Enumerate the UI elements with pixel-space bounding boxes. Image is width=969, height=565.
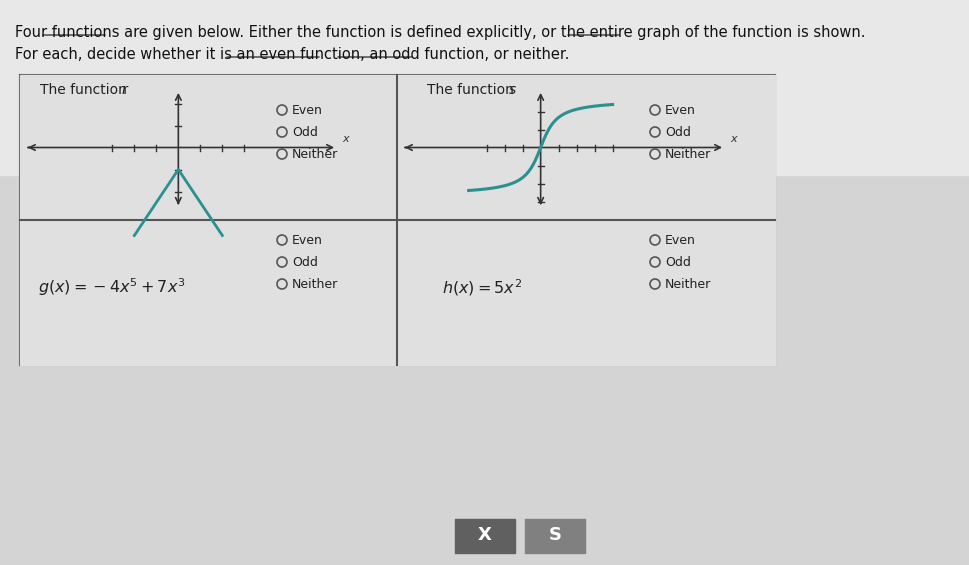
Bar: [397, 220, 775, 365]
Text: Even: Even: [665, 103, 696, 116]
Bar: [455, 519, 515, 553]
Text: Neither: Neither: [292, 147, 338, 160]
Text: Odd: Odd: [292, 255, 318, 268]
Text: Odd: Odd: [665, 255, 691, 268]
Text: Neither: Neither: [292, 277, 338, 290]
Text: $g\left(x\right) = -4x^5 + 7x^3$: $g\left(x\right) = -4x^5 + 7x^3$: [38, 277, 185, 298]
Text: Neither: Neither: [665, 147, 711, 160]
Text: s: s: [509, 83, 516, 97]
Text: Even: Even: [292, 233, 323, 246]
Text: X: X: [478, 526, 492, 544]
Bar: [20, 220, 397, 365]
Text: Odd: Odd: [665, 125, 691, 138]
Bar: [20, 75, 397, 220]
Bar: [525, 519, 585, 553]
Text: $h\left(x\right) = 5x^2$: $h\left(x\right) = 5x^2$: [442, 277, 522, 298]
Text: x: x: [342, 134, 349, 145]
Bar: [20, 75, 775, 365]
Text: r: r: [122, 83, 128, 97]
Text: For each, decide whether it is an even function, an odd function, or neither.: For each, decide whether it is an even f…: [15, 47, 570, 62]
Text: S: S: [548, 526, 561, 544]
Bar: [397, 75, 775, 220]
Bar: [0, 0, 969, 175]
Text: The function: The function: [427, 83, 518, 97]
Text: Four functions are given below. Either the function is defined explicitly, or th: Four functions are given below. Either t…: [15, 25, 865, 40]
Text: Odd: Odd: [292, 125, 318, 138]
Text: Even: Even: [292, 103, 323, 116]
Text: Even: Even: [665, 233, 696, 246]
Text: x: x: [730, 134, 736, 145]
Text: Neither: Neither: [665, 277, 711, 290]
Text: The function: The function: [40, 83, 131, 97]
